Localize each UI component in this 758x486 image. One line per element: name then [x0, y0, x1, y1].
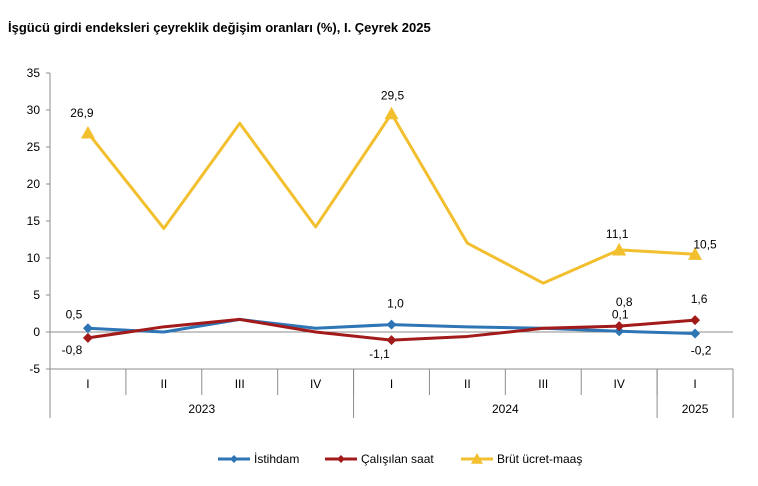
data-label: 0,8 — [616, 295, 633, 309]
series-marker — [386, 335, 397, 346]
data-label: 1,6 — [691, 292, 708, 306]
x-tick-label: III — [538, 377, 548, 391]
series-marker — [688, 247, 703, 260]
series-marker — [384, 106, 399, 120]
data-label: -1,1 — [369, 347, 390, 361]
chart-title: İşgücü girdi endeksleri çeyreklik değişi… — [8, 20, 431, 35]
data-label: 10,5 — [693, 237, 717, 251]
series-marker — [690, 328, 701, 339]
data-label: 26,9 — [70, 106, 94, 120]
data-label: 1,0 — [387, 297, 404, 311]
y-tick-label: 15 — [27, 214, 41, 228]
data-label: -0,8 — [62, 343, 83, 357]
data-label: 11,1 — [606, 227, 629, 241]
legend-label: Çalışılan saat — [361, 452, 434, 466]
x-tick-label: I — [390, 377, 393, 391]
legend-label: Brüt ücret-maaş — [497, 452, 582, 466]
series-marker — [690, 315, 701, 326]
x-group-label: 2023 — [188, 402, 215, 416]
y-tick-label: 30 — [27, 103, 41, 117]
x-tick-label: IV — [613, 377, 624, 391]
y-tick-label: -5 — [29, 362, 40, 376]
x-tick-label: IV — [310, 377, 321, 391]
series-marker — [386, 319, 397, 330]
data-label: 0,5 — [66, 307, 83, 321]
series-marker — [82, 323, 93, 334]
y-tick-label: 10 — [27, 251, 41, 265]
data-label: 29,5 — [381, 89, 405, 103]
series-marker — [614, 321, 625, 332]
x-tick-label: II — [464, 377, 471, 391]
series-marker — [80, 125, 95, 139]
x-tick-label: II — [160, 377, 167, 391]
data-label: 0,1 — [612, 307, 629, 321]
x-tick-label: III — [235, 377, 245, 391]
x-tick-label: I — [693, 377, 696, 391]
y-tick-label: 25 — [27, 140, 41, 154]
legend-swatch-marker — [230, 455, 238, 463]
y-tick-label: 35 — [27, 66, 41, 80]
series-marker — [612, 242, 627, 256]
series-line-3 — [86, 112, 696, 285]
data-label: -0,2 — [691, 343, 712, 357]
series-marker — [614, 326, 625, 337]
y-tick-label: 0 — [33, 325, 40, 339]
y-tick-label: 20 — [27, 177, 41, 191]
x-group-label: 2024 — [492, 402, 519, 416]
legend-swatch-marker — [471, 453, 483, 464]
legend-label: İstihdam — [254, 452, 299, 466]
x-tick-label: I — [86, 377, 89, 391]
x-group-label: 2025 — [682, 402, 709, 416]
y-tick-label: 5 — [33, 288, 40, 302]
legend-swatch-marker — [337, 455, 345, 463]
series-marker — [82, 332, 93, 343]
